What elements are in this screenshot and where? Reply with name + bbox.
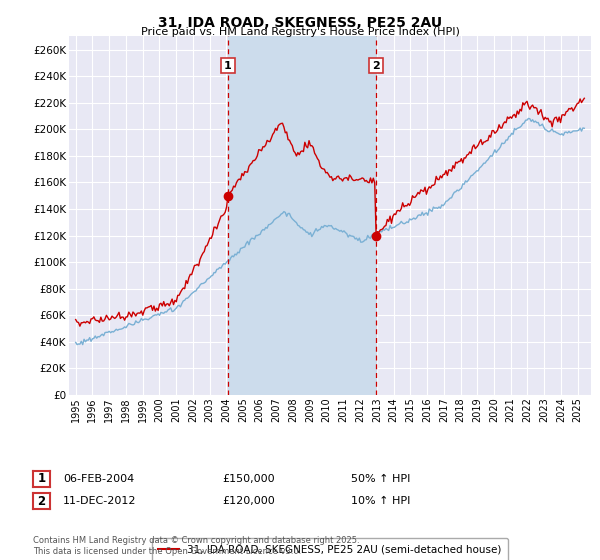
- Text: £120,000: £120,000: [222, 496, 275, 506]
- Text: 10% ↑ HPI: 10% ↑ HPI: [351, 496, 410, 506]
- Text: 06-FEB-2004: 06-FEB-2004: [63, 474, 134, 484]
- Text: 50% ↑ HPI: 50% ↑ HPI: [351, 474, 410, 484]
- Text: 11-DEC-2012: 11-DEC-2012: [63, 496, 137, 506]
- Bar: [228, 36, 376, 395]
- Text: Price paid vs. HM Land Registry's House Price Index (HPI): Price paid vs. HM Land Registry's House …: [140, 27, 460, 37]
- Text: Contains HM Land Registry data © Crown copyright and database right 2025.
This d: Contains HM Land Registry data © Crown c…: [33, 536, 359, 556]
- Text: 1: 1: [37, 472, 46, 486]
- Text: 31, IDA ROAD, SKEGNESS, PE25 2AU: 31, IDA ROAD, SKEGNESS, PE25 2AU: [158, 16, 442, 30]
- Legend: 31, IDA ROAD, SKEGNESS, PE25 2AU (semi-detached house), HPI: Average price, semi: 31, IDA ROAD, SKEGNESS, PE25 2AU (semi-d…: [152, 538, 508, 560]
- Text: 1: 1: [224, 60, 232, 71]
- Text: £150,000: £150,000: [222, 474, 275, 484]
- Text: 2: 2: [37, 494, 46, 508]
- Text: 2: 2: [372, 60, 380, 71]
